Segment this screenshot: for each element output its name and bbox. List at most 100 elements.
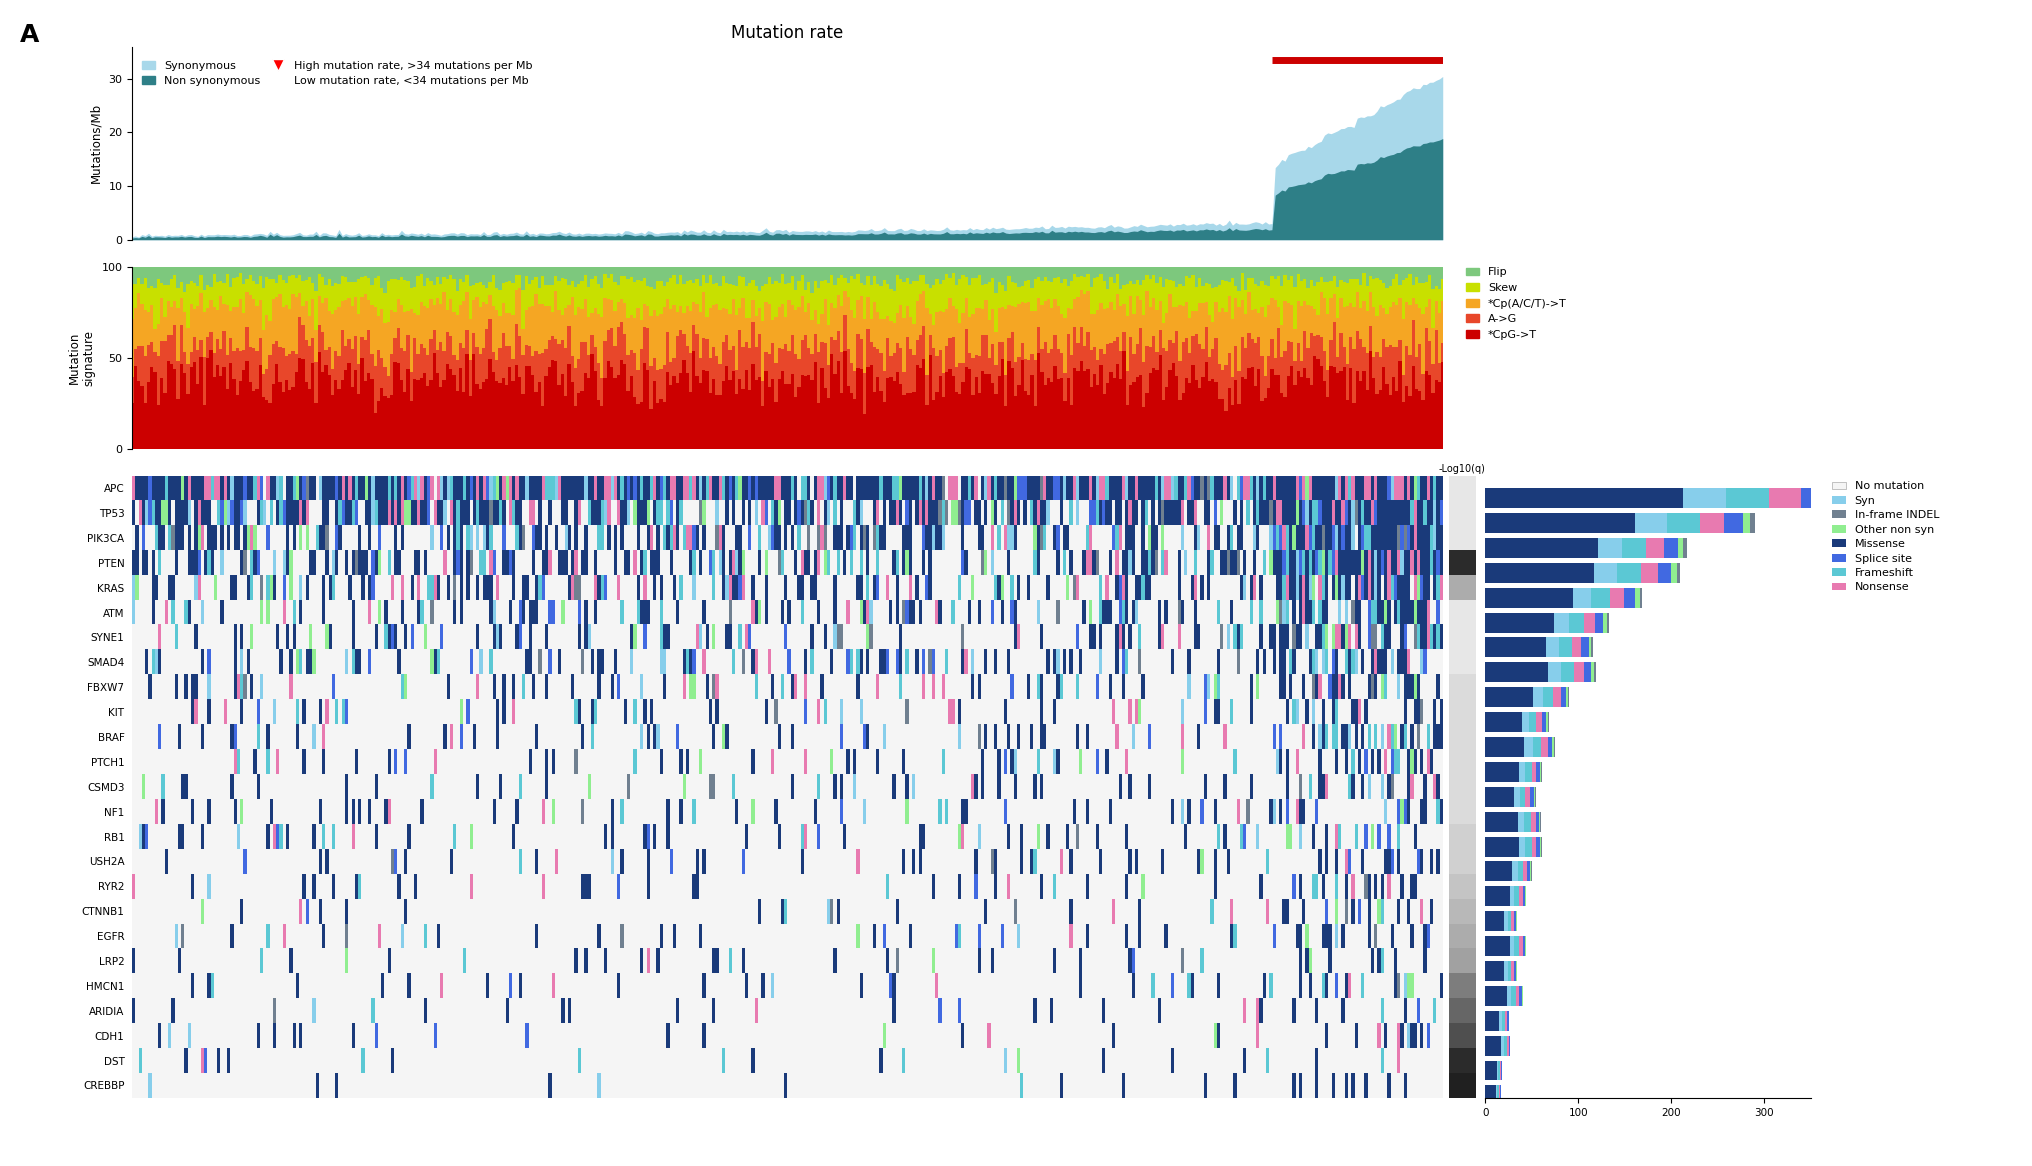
Bar xyxy=(545,349,547,375)
Bar xyxy=(571,281,573,297)
Bar xyxy=(1424,371,1428,449)
Bar xyxy=(1099,267,1103,274)
Bar xyxy=(274,267,278,283)
Bar xyxy=(811,294,813,319)
Bar xyxy=(1296,371,1300,449)
Bar xyxy=(1067,333,1071,378)
Bar xyxy=(203,290,205,312)
Bar xyxy=(146,312,150,345)
Bar xyxy=(599,288,604,317)
Bar xyxy=(301,267,305,281)
Bar xyxy=(1361,371,1366,449)
Bar xyxy=(380,358,384,387)
Bar xyxy=(1164,351,1168,387)
Bar xyxy=(1174,287,1179,308)
Bar xyxy=(608,361,610,449)
Bar xyxy=(971,267,975,278)
Bar xyxy=(1485,737,1524,757)
Bar xyxy=(1512,961,1514,981)
Bar xyxy=(831,267,833,274)
Bar xyxy=(240,273,242,298)
Bar xyxy=(1036,353,1040,449)
Bar xyxy=(406,267,410,281)
Bar xyxy=(1319,337,1323,366)
Bar xyxy=(693,325,695,351)
Bar xyxy=(360,278,364,297)
Bar xyxy=(360,267,364,278)
Bar xyxy=(1303,368,1307,449)
Bar xyxy=(433,304,437,330)
Bar xyxy=(1559,638,1573,658)
Bar xyxy=(587,356,591,378)
Bar xyxy=(1303,301,1307,331)
Bar xyxy=(886,338,890,378)
Bar xyxy=(1485,787,1514,807)
Bar xyxy=(1361,301,1366,347)
Bar xyxy=(343,346,347,370)
Bar xyxy=(933,349,935,400)
Bar xyxy=(1250,267,1254,278)
Bar xyxy=(445,332,449,364)
Bar xyxy=(173,275,177,301)
Bar xyxy=(591,354,593,449)
Bar xyxy=(801,275,805,296)
Bar xyxy=(683,360,685,449)
Bar xyxy=(634,318,636,352)
Bar xyxy=(1355,293,1359,331)
Bar xyxy=(642,267,646,279)
Bar xyxy=(317,325,321,352)
Bar xyxy=(1528,712,1536,732)
Bar xyxy=(685,373,689,449)
Bar xyxy=(1284,301,1286,351)
Bar xyxy=(1370,326,1372,351)
Bar xyxy=(1067,378,1071,449)
Bar xyxy=(394,267,396,279)
Bar xyxy=(1136,295,1138,344)
Bar xyxy=(352,267,354,282)
Bar xyxy=(1018,357,1020,385)
Bar xyxy=(1548,737,1552,757)
Bar xyxy=(1002,359,1004,449)
Bar xyxy=(1148,279,1152,307)
Bar xyxy=(762,406,764,449)
Bar xyxy=(701,371,705,449)
Bar xyxy=(1248,368,1250,449)
Bar xyxy=(860,339,864,370)
Bar xyxy=(197,350,199,384)
Bar xyxy=(821,281,823,314)
Bar xyxy=(1300,305,1303,360)
Bar xyxy=(1372,279,1376,307)
Bar xyxy=(1280,267,1284,286)
Bar xyxy=(508,267,512,281)
Bar xyxy=(658,314,662,368)
Bar xyxy=(593,371,597,449)
Bar xyxy=(1323,267,1327,282)
Bar xyxy=(236,267,240,278)
Bar xyxy=(215,282,219,310)
Bar xyxy=(1087,274,1089,292)
Bar xyxy=(1158,267,1162,276)
Bar xyxy=(925,405,929,449)
Bar xyxy=(1583,662,1591,682)
Bar xyxy=(1053,366,1057,449)
Bar xyxy=(1536,836,1540,857)
Bar xyxy=(591,267,593,279)
Bar xyxy=(1311,386,1313,449)
Bar xyxy=(480,282,482,308)
Bar xyxy=(1303,279,1307,301)
Bar xyxy=(778,267,780,282)
Bar xyxy=(1349,267,1353,279)
Bar xyxy=(1313,356,1317,449)
Bar xyxy=(1514,787,1520,807)
Bar xyxy=(1431,328,1435,364)
Bar xyxy=(1485,886,1510,906)
Bar xyxy=(1370,267,1372,276)
Bar xyxy=(951,337,955,377)
Bar xyxy=(876,267,880,285)
Bar xyxy=(1227,353,1231,387)
Bar xyxy=(221,304,226,331)
Bar xyxy=(1327,267,1329,282)
Bar xyxy=(1034,279,1036,311)
Bar xyxy=(1396,391,1398,449)
Bar xyxy=(827,399,831,449)
